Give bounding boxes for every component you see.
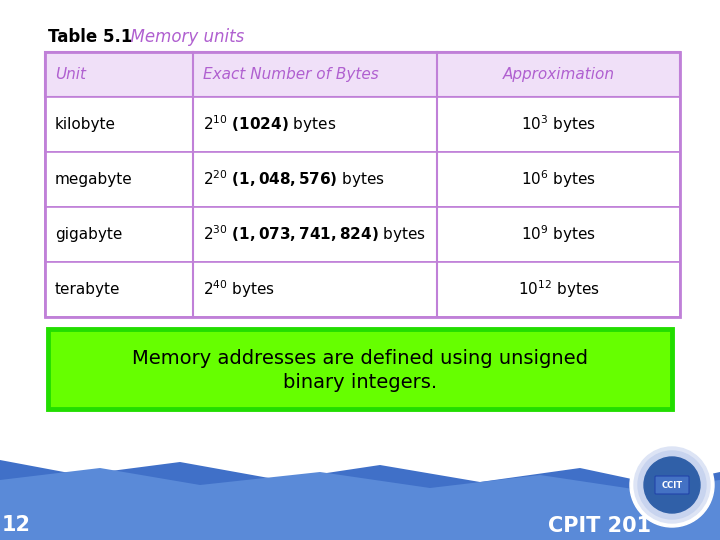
Text: $10^{12}$ bytes: $10^{12}$ bytes <box>518 279 599 300</box>
FancyBboxPatch shape <box>45 52 680 97</box>
Text: Exact Number of Bytes: Exact Number of Bytes <box>203 67 379 82</box>
Text: $2^{10}$ $\mathbf{(1024)}$ bytes: $2^{10}$ $\mathbf{(1024)}$ bytes <box>203 113 336 136</box>
FancyBboxPatch shape <box>48 329 672 409</box>
Text: CPIT 201: CPIT 201 <box>549 516 652 536</box>
Text: $10^{6}$ bytes: $10^{6}$ bytes <box>521 168 596 191</box>
FancyBboxPatch shape <box>45 207 680 262</box>
FancyBboxPatch shape <box>45 97 680 152</box>
Text: Table 5.1: Table 5.1 <box>48 28 132 46</box>
Text: kilobyte: kilobyte <box>55 117 116 132</box>
Text: $10^{3}$ bytes: $10^{3}$ bytes <box>521 113 596 136</box>
Text: $10^{9}$ bytes: $10^{9}$ bytes <box>521 224 596 245</box>
Circle shape <box>638 451 706 519</box>
Text: terabyte: terabyte <box>55 282 120 297</box>
Text: $2^{30}$ $\mathbf{(1,073,741,824)}$ bytes: $2^{30}$ $\mathbf{(1,073,741,824)}$ byte… <box>203 224 426 245</box>
Text: 12: 12 <box>1 515 30 535</box>
FancyBboxPatch shape <box>45 152 680 207</box>
Text: Unit: Unit <box>55 67 86 82</box>
Circle shape <box>644 457 700 513</box>
Circle shape <box>630 443 714 527</box>
Text: megabyte: megabyte <box>55 172 132 187</box>
Polygon shape <box>0 460 720 540</box>
Text: CCIT: CCIT <box>662 481 683 489</box>
Text: $2^{20}$ $\mathbf{(1,048,576)}$ bytes: $2^{20}$ $\mathbf{(1,048,576)}$ bytes <box>203 168 385 191</box>
Text: gigabyte: gigabyte <box>55 227 122 242</box>
Polygon shape <box>0 468 720 540</box>
Text: Memory addresses are defined using unsigned: Memory addresses are defined using unsig… <box>132 349 588 368</box>
Text: Approximation: Approximation <box>503 67 614 82</box>
Circle shape <box>634 447 710 523</box>
FancyBboxPatch shape <box>45 262 680 317</box>
Text: $2^{40}$ bytes: $2^{40}$ bytes <box>203 279 275 300</box>
Text: binary integers.: binary integers. <box>283 374 437 393</box>
FancyBboxPatch shape <box>655 476 689 494</box>
Text: Memory units: Memory units <box>120 28 244 46</box>
